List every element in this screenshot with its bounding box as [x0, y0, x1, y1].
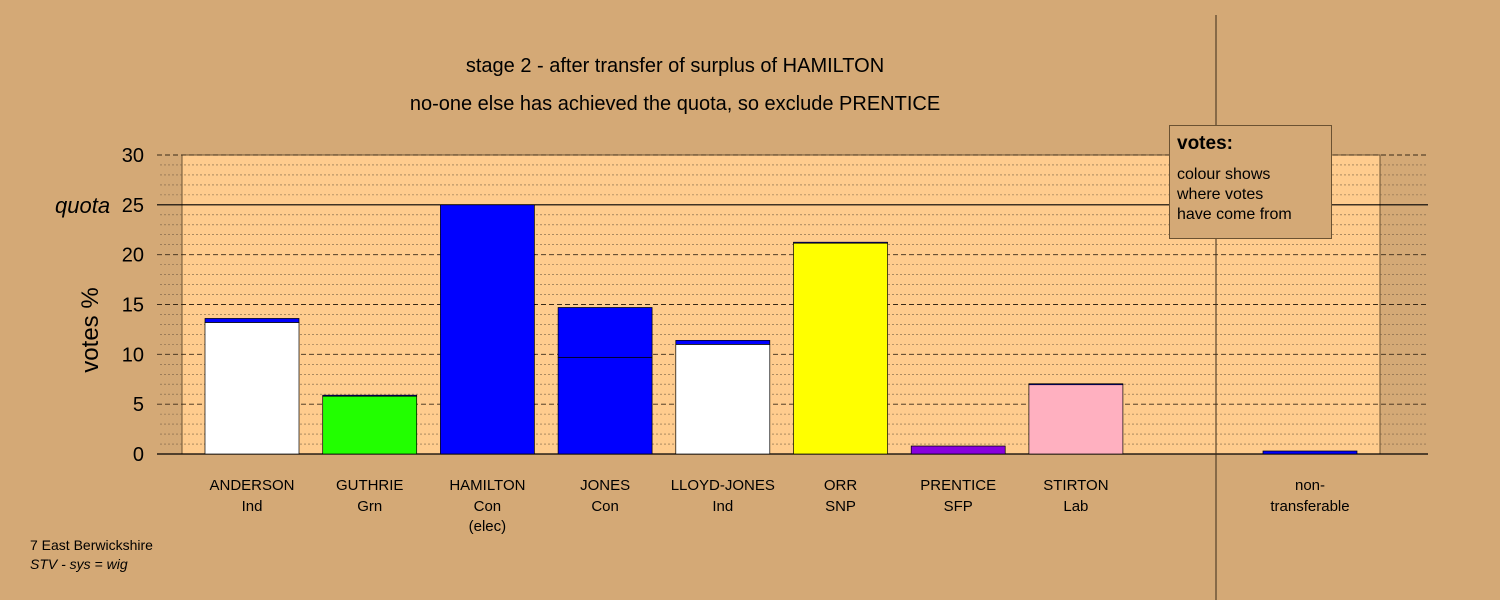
y-tick-label: 10 — [122, 344, 144, 366]
legend: votes: colour shows where votes have com… — [1169, 125, 1332, 239]
y-tick-label: 5 — [133, 394, 144, 416]
bar-segment — [557, 356, 653, 455]
candidate-name: ANDERSON — [209, 477, 294, 494]
candidate-party: Con — [591, 498, 619, 515]
bar-segment — [322, 394, 418, 397]
quota-label: quota — [55, 193, 110, 218]
candidate-party: Lab — [1063, 498, 1088, 515]
bar-segment — [675, 340, 771, 345]
chart-title-line-1: stage 2 - after transfer of surplus of H… — [466, 55, 884, 77]
y-tick-label: 25 — [122, 195, 144, 217]
bar-segment — [440, 204, 535, 455]
bars — [204, 204, 1358, 455]
system-note: STV - sys = wig — [30, 556, 128, 572]
y-tick-label: 30 — [122, 145, 144, 167]
nontransferable-label-line-1: non- — [1295, 477, 1325, 494]
bar-segment — [1028, 383, 1124, 455]
y-axis-label: votes % — [77, 287, 104, 372]
candidate-party: Ind — [242, 498, 263, 515]
chart-title-line-2: no-one else has achieved the quota, so e… — [410, 93, 940, 115]
candidate-party: SNP — [825, 498, 856, 515]
candidate-note: (elec) — [469, 518, 507, 535]
candidate-party: Con — [474, 498, 502, 515]
bar-segment — [1028, 383, 1124, 386]
y-axis: 0 5 10 15 20 25 30 — [122, 145, 144, 466]
candidate-name: LLOYD-JONES — [671, 477, 775, 494]
bar-segment — [557, 307, 653, 358]
legend-text: colour shows where votes have come from — [1177, 166, 1292, 223]
candidate-name: HAMILTON — [449, 477, 525, 494]
candidate-name: STIRTON — [1043, 477, 1108, 494]
nontransferable-bar — [1262, 450, 1358, 455]
y-tick-label: 0 — [133, 444, 144, 466]
ward-name: 7 East Berwickshire — [30, 537, 153, 553]
candidate-party: Ind — [712, 498, 733, 515]
candidate-name: JONES — [580, 477, 630, 494]
footer: 7 East Berwickshire STV - sys = wig — [30, 536, 153, 574]
bar-segment — [675, 344, 771, 455]
legend-title: votes: — [1177, 133, 1233, 154]
candidate-name: ORR — [824, 477, 858, 494]
candidate-name: PRENTICE — [920, 477, 996, 494]
x-axis-labels: ANDERSON Ind GUTHRIE Grn HAMILTON Con (elec) JO… — [209, 477, 1349, 535]
y-tick-label: 20 — [122, 245, 144, 267]
y-tick-label: 15 — [122, 295, 144, 317]
bar-segment — [793, 242, 888, 455]
candidate-name: GUTHRIE — [336, 477, 404, 494]
bar-segment — [793, 241, 888, 244]
candidate-party: Grn — [357, 498, 382, 515]
bar-segment — [322, 395, 418, 455]
bar-segment — [204, 318, 300, 323]
candidate-party: SFP — [944, 498, 973, 515]
bar-segment — [910, 445, 1006, 455]
bar-segment — [204, 322, 300, 455]
nontransferable-label-line-2: transferable — [1270, 498, 1349, 515]
